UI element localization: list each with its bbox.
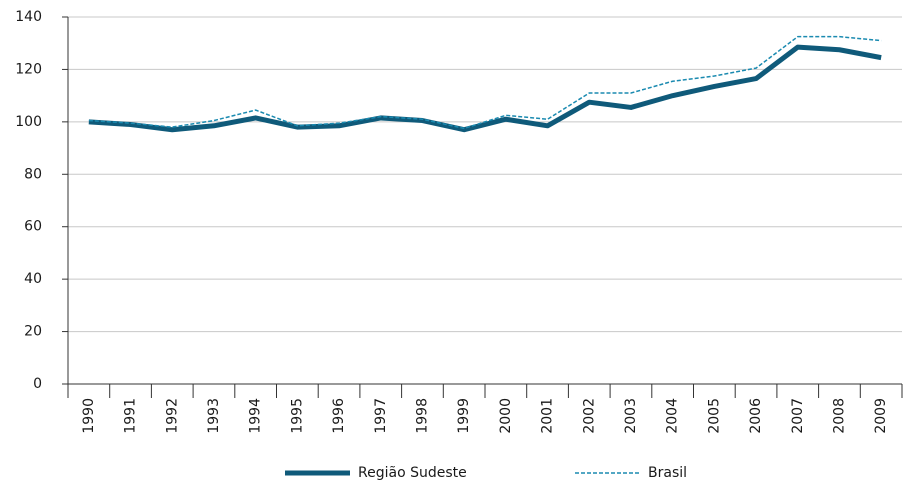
x-tick-label: 1997 — [373, 398, 389, 434]
x-tick-label: 1999 — [456, 398, 472, 434]
legend-label: Região Sudeste — [358, 465, 467, 481]
y-tick-label: 80 — [24, 166, 42, 182]
y-tick-label: 20 — [24, 324, 42, 340]
x-tick-label: 2008 — [831, 398, 847, 434]
x-tick-label: 1992 — [164, 398, 180, 434]
y-tick-label: 0 — [33, 376, 42, 392]
x-tick-label: 1994 — [248, 398, 264, 434]
x-tick-label: 2002 — [581, 398, 597, 434]
y-tick-label: 40 — [24, 271, 42, 287]
x-tick-label: 1991 — [123, 398, 139, 434]
x-tick-label: 2000 — [498, 398, 514, 434]
legend-label: Brasil — [648, 465, 687, 481]
x-tick-label: 1995 — [289, 398, 305, 434]
x-tick-label: 1993 — [206, 398, 222, 434]
x-tick-label: 2001 — [540, 398, 556, 434]
series-line — [88, 35, 882, 130]
x-tick-label: 2005 — [706, 398, 722, 434]
x-tick-label: 2006 — [748, 398, 764, 434]
x-tick-label: 2009 — [873, 398, 889, 434]
x-tick-label: 1990 — [81, 398, 97, 434]
x-tick-label: 2007 — [790, 398, 806, 434]
x-tick-label: 2004 — [665, 398, 681, 434]
y-tick-label: 100 — [15, 114, 42, 130]
y-tick-label: 140 — [15, 9, 42, 25]
x-tick-label: 1996 — [331, 398, 347, 434]
y-tick-label: 120 — [15, 61, 42, 77]
series-line — [88, 44, 882, 133]
x-tick-label: 1998 — [414, 398, 430, 434]
y-tick-label: 60 — [24, 219, 42, 235]
x-tick-label: 2003 — [623, 398, 639, 434]
